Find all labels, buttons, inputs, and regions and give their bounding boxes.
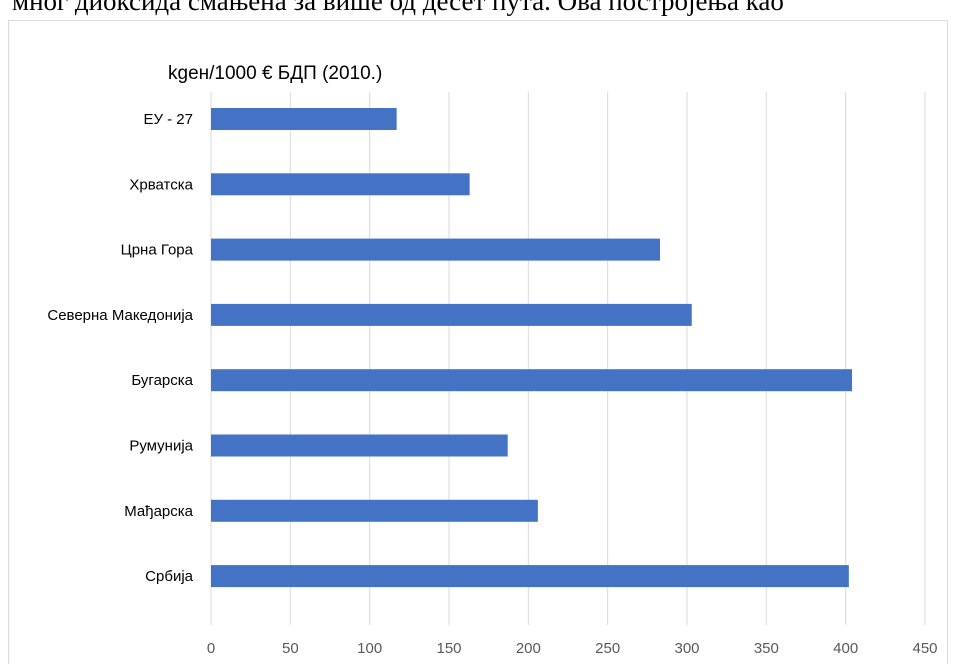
- category-label: Румунија: [129, 438, 193, 455]
- bar: [211, 108, 397, 130]
- bar: [211, 369, 853, 392]
- bar: [211, 499, 538, 522]
- x-tick-label: 400: [833, 640, 858, 657]
- category-label: Србија: [145, 568, 193, 585]
- bar: [211, 238, 661, 261]
- bar: [211, 434, 508, 457]
- x-tick-label: 200: [516, 640, 541, 657]
- x-tick-label: 450: [912, 640, 937, 657]
- x-tick-label: 150: [436, 640, 461, 657]
- x-tick-label: 300: [674, 640, 699, 657]
- category-label: Црна Гора: [121, 242, 194, 259]
- category-label: Мађарска: [124, 503, 193, 520]
- x-tick-label: 250: [595, 640, 620, 657]
- document-text-line: мног диоксида смањена за више од десет п…: [12, 0, 784, 16]
- chart-title: kgeн/1000 € БДП (2010.): [168, 63, 382, 84]
- x-tick-label: 50: [282, 640, 299, 657]
- category-label: ЕУ - 27: [143, 111, 193, 128]
- bar: [211, 173, 470, 196]
- category-label: Бугарска: [131, 372, 193, 389]
- bar: [211, 303, 692, 326]
- category-label: Хрватска: [129, 176, 193, 193]
- x-tick-label: 0: [207, 640, 215, 657]
- x-tick-label: 350: [754, 640, 779, 657]
- chart-frame: [8, 20, 948, 664]
- bar: [211, 565, 849, 588]
- x-tick-label: 100: [357, 640, 382, 657]
- category-label: Северна Македонија: [47, 307, 193, 324]
